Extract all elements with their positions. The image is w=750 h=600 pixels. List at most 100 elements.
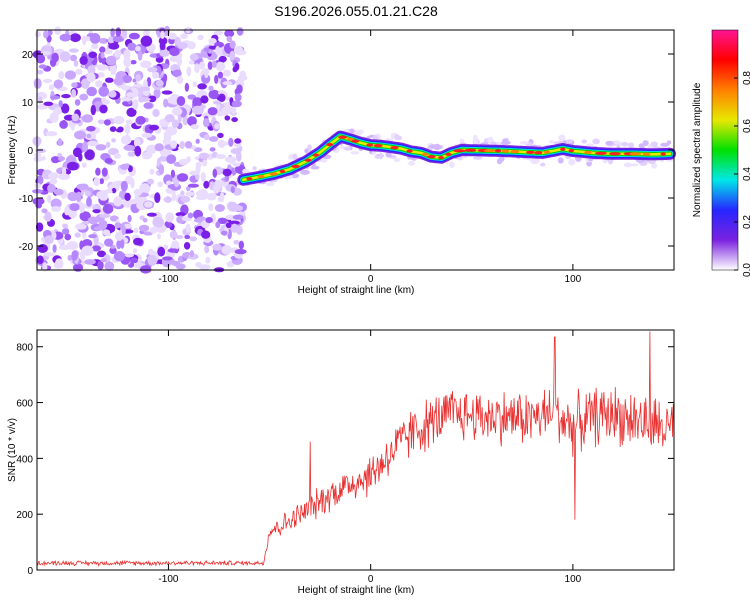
noise-blob [179, 141, 185, 149]
noise-blob [69, 33, 81, 43]
noise-blob [171, 94, 177, 100]
noise-blob [232, 214, 244, 220]
ridge-halo-blob [557, 157, 564, 164]
noise-blob [214, 123, 220, 130]
noise-blob [100, 258, 107, 263]
noise-blob [168, 32, 177, 40]
ridge-halo-blob [623, 162, 633, 168]
noise-blob [123, 49, 131, 60]
noise-blob [222, 168, 232, 177]
noise-blob [186, 156, 191, 163]
noise-blob [194, 63, 200, 74]
noise-blob [110, 64, 117, 76]
ridge-peak [269, 172, 279, 176]
noise-blob [163, 196, 173, 203]
noise-blob [174, 181, 179, 188]
noise-blob [132, 248, 138, 254]
noise-blob [164, 114, 175, 123]
noise-blob [68, 210, 75, 218]
noise-blob [231, 204, 244, 212]
ridge-peak [422, 152, 429, 156]
noise-blob [104, 238, 114, 247]
noise-blob [133, 237, 143, 246]
noise-blob [48, 172, 59, 180]
noise-blob [50, 198, 62, 209]
y-tick-label: 0 [27, 566, 33, 577]
y-tick-label: -20 [19, 242, 34, 253]
ridge-halo-blob [660, 142, 670, 147]
noise-blob [103, 119, 111, 126]
ridge-peak [406, 149, 413, 153]
noise-blob [109, 126, 117, 132]
snr-background [37, 330, 674, 570]
noise-blob [117, 126, 124, 132]
noise-blob [99, 178, 104, 185]
noise-blob [197, 216, 206, 221]
noise-blob [133, 227, 139, 234]
noise-blob [239, 70, 247, 79]
noise-blob [33, 78, 42, 89]
noise-blob [68, 48, 79, 53]
noise-blob [197, 83, 207, 90]
colorbar-scale [711, 29, 739, 271]
noise-blob [127, 151, 136, 157]
ridge-peak [351, 139, 360, 143]
noise-blob [161, 90, 173, 95]
noise-blob [152, 108, 160, 118]
snr-series-line [36, 331, 675, 568]
noise-blob [163, 73, 168, 83]
noise-blob [229, 40, 236, 49]
noise-blob [167, 248, 179, 253]
noise-blob [122, 75, 132, 84]
snr-panel: -100 0 100 0 200 400 600 800 Height of straigh… [7, 329, 675, 596]
ridge-halo-blob [320, 158, 328, 163]
noise-blob [137, 50, 143, 61]
noise-blob [61, 228, 70, 235]
ridge-peak [427, 155, 436, 159]
noise-blob [214, 179, 225, 187]
ridge-peak [453, 149, 466, 153]
ridge-halo-blob [372, 135, 379, 141]
noise-blob [101, 167, 108, 177]
ridge-halo-blob [307, 144, 312, 152]
noise-blob [147, 248, 155, 256]
noise-blob [134, 145, 142, 157]
noise-blob [115, 231, 124, 241]
noise-blob [218, 141, 230, 146]
noise-blob [204, 245, 210, 254]
noise-blob [148, 95, 157, 103]
noise-blob [195, 138, 200, 144]
noise-blob [72, 147, 82, 158]
noise-blob [217, 217, 228, 224]
noise-blob [231, 106, 237, 115]
noise-blob [222, 69, 231, 77]
noise-blob [163, 133, 172, 142]
ridge-peak [543, 150, 550, 154]
noise-blob [171, 260, 181, 267]
noise-blob [104, 49, 113, 55]
noise-blob [61, 94, 71, 99]
noise-blob [180, 33, 188, 40]
noise-blob [164, 220, 173, 228]
noise-blob [44, 252, 56, 257]
ridge-halo-blob [638, 143, 645, 149]
noise-blob [187, 212, 194, 219]
noise-blob [105, 55, 117, 66]
ridge-halo-blob [349, 128, 355, 134]
ridge-halo-blob [292, 153, 298, 160]
ridge-peak [438, 156, 444, 160]
noise-blob [162, 256, 173, 261]
colorbar: 0.0 0.2 0.4 0.6 0.8 Normalized spectral ampl… [692, 29, 750, 277]
noise-blob [58, 156, 65, 162]
ridge-peak [560, 147, 566, 151]
noise-blob [49, 178, 58, 185]
noise-blob [234, 93, 242, 102]
noise-blob [54, 26, 62, 35]
noise-blob [169, 230, 178, 239]
noise-blob [198, 264, 211, 270]
noise-blob [169, 140, 178, 149]
snr-frame [36, 329, 675, 571]
noise-blob [113, 77, 125, 86]
noise-blob [36, 69, 44, 75]
